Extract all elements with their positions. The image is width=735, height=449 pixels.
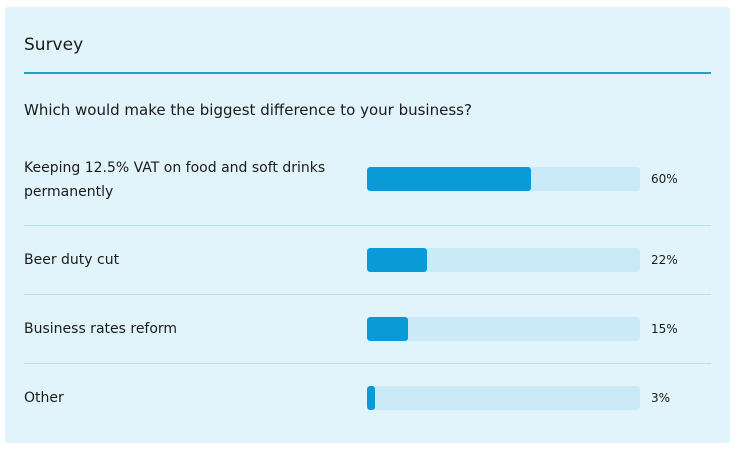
option-percent: 15% [651,322,678,336]
survey-option-row: Business rates reform 15% [24,317,711,341]
option-label: Business rates reform [24,321,178,337]
survey-card: Survey Which would make the biggest diff… [5,7,730,443]
option-bar-fill [367,386,376,410]
row-divider [24,225,711,226]
option-bar-track [367,317,640,341]
option-label: Beer duty cut [24,252,120,268]
survey-option-row: Keeping 12.5% VAT on food and soft drink… [24,156,711,214]
option-label: Keeping 12.5% VAT on food and soft drink… [24,160,326,200]
option-bar-track [367,167,640,191]
option-percent: 3% [651,391,671,405]
option-bar-fill [367,317,408,341]
option-bar-track [367,386,640,410]
option-bar-fill [367,248,428,272]
title-divider [24,72,711,74]
survey-option-row: Beer duty cut 22% [24,248,711,272]
option-bar-track [367,248,640,272]
survey-question: Which would make the biggest difference … [24,101,472,119]
option-label: Other [24,390,64,406]
row-divider [24,363,711,364]
survey-title: Survey [24,35,84,55]
option-percent: 22% [651,253,678,267]
option-percent: 60% [651,172,678,186]
row-divider [24,294,711,295]
option-bar-fill [367,167,531,191]
survey-option-row: Other 3% [24,386,711,410]
